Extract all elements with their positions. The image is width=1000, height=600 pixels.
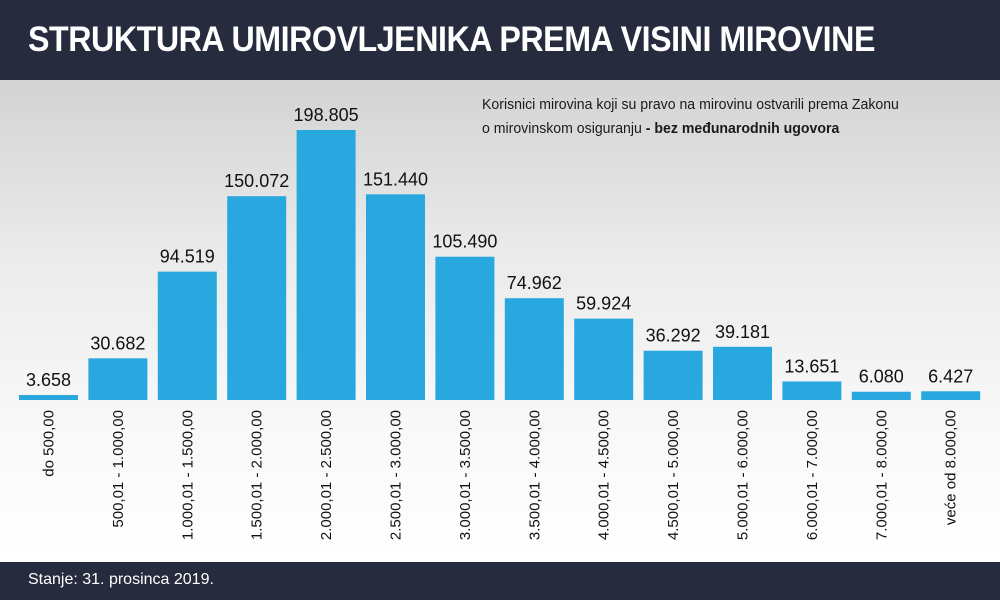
- value-label-4: 198.805: [294, 105, 359, 125]
- category-label-3: 1.500,01 - 2.000,00: [249, 410, 266, 540]
- category-label-6: 3.000,01 - 3.500,00: [457, 410, 474, 540]
- footer-bar: Stanje: 31. prosinca 2019.: [0, 562, 1000, 600]
- bar-10: [713, 346, 772, 400]
- bar-7: [504, 298, 564, 400]
- bar-12: [851, 391, 911, 400]
- value-label-8: 59.924: [576, 294, 631, 314]
- bar-9: [643, 350, 703, 400]
- bar-1: [88, 358, 148, 400]
- value-label-5: 151.440: [363, 169, 428, 189]
- category-label-9: 4.500,01 - 5.000,00: [665, 410, 682, 540]
- bar-5: [366, 194, 425, 400]
- value-label-0: 3.658: [26, 370, 71, 390]
- note-line-2-bold: - bez međunarodnih ugovora: [645, 120, 840, 137]
- category-label-1: 500,01 - 1.000,00: [110, 410, 127, 528]
- footer-date: Stanje: 31. prosinca 2019.: [28, 571, 214, 588]
- category-label-8: 4.000,01 - 4.500,00: [596, 410, 613, 540]
- bar-0: [19, 395, 78, 400]
- chart-title: STRUKTURA UMIROVLJENIKA PREMA VISINI MIR…: [28, 20, 875, 59]
- value-label-3: 150.072: [224, 171, 289, 191]
- value-label-13: 6.427: [928, 366, 973, 386]
- bar-2: [157, 271, 217, 400]
- bar-3: [227, 196, 287, 400]
- bar-13: [921, 391, 981, 400]
- category-label-5: 2.500,01 - 3.000,00: [388, 410, 405, 540]
- value-label-12: 6.080: [859, 367, 904, 387]
- note-line-1: Korisnici mirovina koji su pravo na miro…: [482, 96, 899, 113]
- bar-6: [435, 256, 495, 400]
- value-label-9: 36.292: [646, 326, 701, 346]
- value-label-7: 74.962: [507, 273, 562, 293]
- value-label-10: 39.181: [715, 322, 770, 342]
- category-label-0: do 500,00: [41, 410, 58, 477]
- category-label-10: 5.000,01 - 6.000,00: [735, 410, 752, 540]
- category-label-4: 2.000,01 - 2.500,00: [318, 410, 335, 540]
- value-label-11: 13.651: [784, 356, 839, 376]
- bar-4: [296, 130, 356, 400]
- note-line-2: o mirovinskom osiguranju: [482, 120, 646, 137]
- category-label-7: 3.500,01 - 4.000,00: [526, 410, 543, 540]
- category-label-13: veće od 8.000,00: [943, 410, 960, 525]
- bar-8: [574, 318, 634, 400]
- value-label-1: 30.682: [90, 333, 145, 353]
- bar-11: [782, 381, 842, 400]
- category-label-12: 7.000,01 - 8.000,00: [873, 410, 890, 540]
- category-label-11: 6.000,01 - 7.000,00: [804, 410, 821, 540]
- category-label-2: 1.000,01 - 1.500,00: [179, 410, 196, 540]
- chart-note: Korisnici mirovina koji su pravo na miro…: [482, 93, 952, 141]
- value-label-2: 94.519: [160, 247, 215, 267]
- value-label-6: 105.490: [432, 232, 497, 252]
- header-bar: STRUKTURA UMIROVLJENIKA PREMA VISINI MIR…: [0, 0, 1000, 80]
